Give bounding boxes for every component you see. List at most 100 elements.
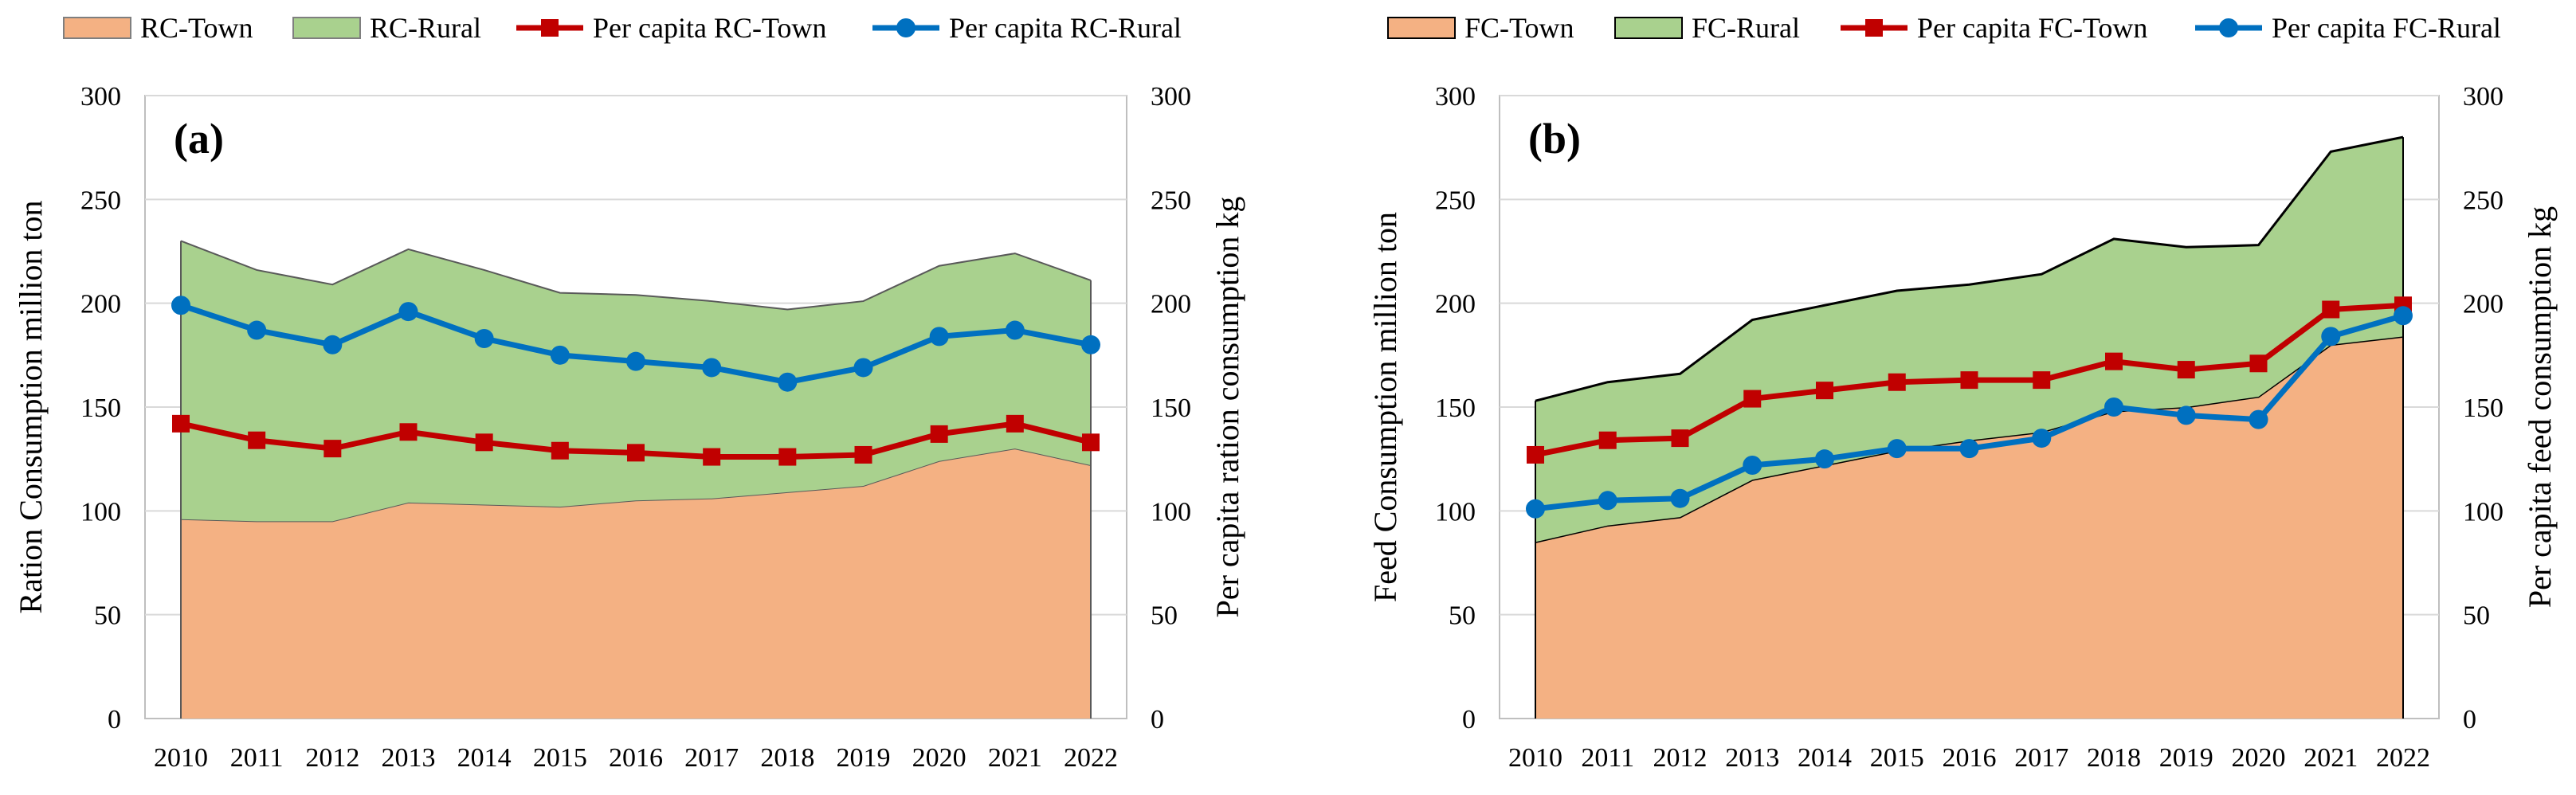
data-point-marker [1816,382,1833,400]
legend-swatch [1614,17,1683,39]
x-tick-label: 2019 [2159,743,2213,773]
data-point-marker [475,433,493,452]
y-tick-label: 250 [80,186,121,215]
x-tick-label: 2015 [1870,743,1924,773]
legend-marker [2219,18,2238,37]
y-tick-label: 100 [1435,497,1476,527]
data-point-marker [1671,429,1689,448]
data-point-marker [2322,300,2340,319]
panel-label: (b) [1528,115,1581,163]
data-point-marker [1081,335,1100,354]
y2-tick-label: 200 [1151,290,1191,319]
data-point-marker [2394,306,2413,326]
data-point-marker [1005,320,1025,340]
legend-marker [896,18,916,37]
y2-tick-label: 250 [1151,186,1191,215]
x-tick-label: 2017 [684,743,739,773]
x-tick-label: 2018 [2087,743,2141,773]
x-tick-label: 2022 [1064,743,1118,773]
data-point-marker [1815,449,1834,469]
x-tick-label: 2014 [1798,743,1852,773]
data-point-marker [551,441,569,460]
y2-tick-label: 0 [1151,705,1164,734]
data-point-marker [2321,327,2341,347]
x-tick-label: 2020 [2232,743,2286,773]
area-outline-rc-rural [180,240,1092,311]
x-tick-label: 2019 [837,743,891,773]
y2-tick-label: 150 [1151,394,1191,423]
data-point-marker [854,445,872,464]
legend-swatch [1387,17,1456,39]
data-point-marker [248,431,266,449]
y-tick-label: 0 [108,705,121,734]
legend-label: Per capita RC-Rural [949,12,1182,44]
y-tick-label: 300 [80,82,121,112]
data-point-marker [1743,455,1762,475]
data-point-marker [627,444,645,462]
data-point-marker [323,335,343,354]
x-tick-label: 2012 [305,743,359,773]
data-point-marker [1527,445,1544,464]
data-point-marker [1598,431,1617,449]
data-point-marker [1960,371,1978,390]
y-tick-label: 200 [80,290,121,319]
data-point-marker [929,327,949,347]
x-tick-label: 2013 [382,743,436,773]
x-tick-label: 2022 [2376,743,2430,773]
y2-axis-title: Per capita feed consumption kg [2522,206,2558,608]
data-point-marker [2176,405,2196,425]
data-point-marker [399,423,418,441]
data-point-marker [2104,398,2123,417]
legend: RC-Town RC-Rural Per capita RC-Town Per cap… [63,12,1182,44]
data-point-marker [2032,429,2052,448]
x-tick-label: 2010 [1508,743,1562,773]
data-point-marker [2033,371,2051,390]
y2-tick-label: 300 [1151,82,1191,112]
data-point-marker [703,448,721,466]
data-point-marker [398,302,418,322]
data-point-marker [778,448,797,466]
legend-label: Per capita FC-Town [1917,12,2147,44]
x-tick-label: 2021 [2304,743,2358,773]
x-tick-label: 2011 [230,743,284,773]
y2-tick-label: 300 [2463,82,2503,112]
y-tick-label: 100 [80,497,121,527]
data-point-marker [1006,414,1024,433]
data-point-marker [323,440,342,458]
legend: FC-Town FC-Rural Per capita FC-Town Per cap… [1387,12,2501,44]
legend-label: Per capita RC-Town [593,12,826,44]
data-point-marker [171,296,190,315]
area-outline-fc-rural [1535,135,2404,402]
y-tick-label: 50 [94,601,121,631]
y-axis-title: Feed Consumption million ton [1367,212,1403,602]
data-point-marker [930,425,948,443]
y-tick-label: 50 [1449,601,1476,631]
data-point-marker [2249,409,2268,429]
y2-tick-label: 250 [2463,186,2503,215]
y-tick-label: 150 [80,394,121,423]
data-point-marker [1888,373,1906,391]
x-tick-label: 2016 [1943,743,1997,773]
data-point-marker [702,358,722,378]
x-tick-label: 2012 [1653,743,1708,773]
area-series-fc-town [1535,336,2403,719]
data-point-marker [247,320,267,340]
y-tick-label: 250 [1435,186,1476,215]
data-point-marker [1743,390,1762,408]
y-tick-label: 0 [1462,705,1476,734]
x-tick-label: 2020 [912,743,966,773]
x-tick-label: 2016 [609,743,663,773]
data-point-marker [1959,439,1979,459]
data-point-marker [778,372,798,392]
x-tick-label: 2018 [760,743,814,773]
y-axis-title: Ration Consumption million ton [13,201,49,614]
x-tick-label: 2017 [2014,743,2068,773]
x-tick-label: 2011 [1581,743,1634,773]
data-point-marker [2105,352,2123,370]
x-tick-label: 2014 [457,743,512,773]
legend-marker [541,19,559,37]
data-point-marker [1082,433,1100,452]
y2-tick-label: 100 [1151,497,1191,527]
area-series-rc-town [181,448,1091,719]
